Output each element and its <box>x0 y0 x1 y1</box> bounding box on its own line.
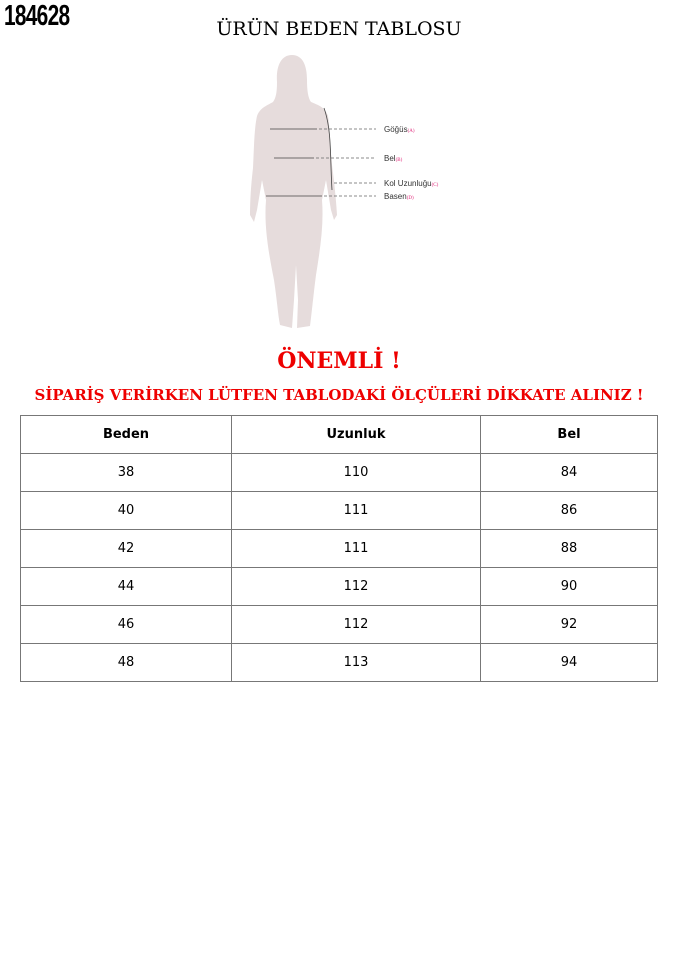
table-cell: 111 <box>231 491 481 530</box>
table-row: 42 111 88 <box>20 529 658 568</box>
silhouette <box>250 55 337 328</box>
table-cell: 48 <box>20 643 232 682</box>
table-cell: 112 <box>231 567 481 606</box>
warning-text: SİPARİŞ VERİRKEN LÜTFEN TABLODAKİ ÖLÇÜLE… <box>34 386 644 404</box>
table-cell: 44 <box>20 567 232 606</box>
body-measurement-figure: Göğüs(A) Bel(B) Kol Uzunluğu(C) Basen(D) <box>250 55 439 328</box>
table-cell: 40 <box>20 491 232 530</box>
table-header: Beden Uzunluk Bel <box>20 415 658 454</box>
table-cell: 88 <box>480 529 658 568</box>
table-cell: 42 <box>20 529 232 568</box>
table-cell: 110 <box>231 453 481 492</box>
label-bel: Bel <box>384 154 396 163</box>
page-title: ÜRÜN BEDEN TABLOSU <box>216 18 462 40</box>
header-bel: Bel <box>480 415 658 454</box>
table-row: 40 111 86 <box>20 491 658 530</box>
tag-a: (A) <box>408 129 415 134</box>
label-gogus: Göğüs <box>384 125 408 134</box>
table-cell: 94 <box>480 643 658 682</box>
header-uzunluk: Uzunluk <box>231 415 481 454</box>
tag-d: (D) <box>407 196 414 201</box>
svg-text:Kol Uzunluğu(C): Kol Uzunluğu(C) <box>384 179 439 188</box>
header-beden: Beden <box>20 415 232 454</box>
table-cell: 38 <box>20 453 232 492</box>
table-cell: 111 <box>231 529 481 568</box>
table-cell: 46 <box>20 605 232 644</box>
label-kol-uzunlugu: Kol Uzunluğu <box>384 179 432 188</box>
tag-b: (B) <box>396 158 403 163</box>
product-code: 184628 <box>4 0 70 32</box>
tag-c: (C) <box>432 183 439 188</box>
table-cell: 112 <box>231 605 481 644</box>
svg-text:Bel(B): Bel(B) <box>384 154 403 163</box>
important-heading: ÖNEMLİ ! <box>277 348 401 374</box>
table-cell: 86 <box>480 491 658 530</box>
table-cell: 92 <box>480 605 658 644</box>
table-cell: 113 <box>231 643 481 682</box>
table-row: 44 112 90 <box>20 567 658 606</box>
table-cell: 84 <box>480 453 658 492</box>
table-cell: 90 <box>480 567 658 606</box>
svg-text:Göğüs(A): Göğüs(A) <box>384 125 415 134</box>
size-table: Beden Uzunluk Bel 38 110 84 40 111 86 42 111 88 4… <box>20 415 658 682</box>
svg-text:Basen(D): Basen(D) <box>384 192 414 201</box>
table-row: 48 113 94 <box>20 643 658 682</box>
table-row: 46 112 92 <box>20 605 658 644</box>
label-basen: Basen <box>384 192 407 201</box>
table-row: 38 110 84 <box>20 453 658 492</box>
